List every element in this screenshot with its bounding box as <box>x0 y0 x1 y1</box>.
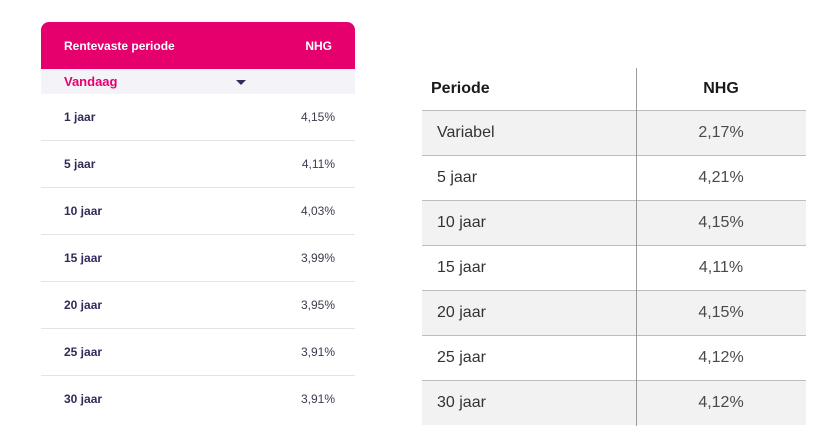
rate-row-value: 4,11% <box>301 157 335 171</box>
rate-row: 15 jaar 3,99% <box>41 235 355 282</box>
column-header-nhg: NHG <box>703 80 739 97</box>
table-row: 30 jaar 4,12% <box>422 380 806 425</box>
table-header: Periode NHG <box>422 68 806 110</box>
rate-row-value: 4,03% <box>300 204 335 218</box>
rate-card-header: Rentevaste periode NHG <box>41 22 355 69</box>
column-header-period: Rentevaste periode <box>64 38 175 53</box>
date-select-value: Vandaag <box>64 74 118 89</box>
rate-row-period: 25 jaar <box>64 345 103 359</box>
rate-row-period: 20 jaar <box>64 298 103 312</box>
table-row: 20 jaar 4,15% <box>422 290 806 335</box>
table-cell-nhg: 4,21% <box>698 169 744 186</box>
table-cell-period: 25 jaar <box>437 349 486 366</box>
rate-row-value: 3,91% <box>300 392 335 406</box>
rate-row-period: 5 jaar <box>64 157 96 171</box>
caret-down-icon <box>236 80 246 85</box>
table-cell-period: 20 jaar <box>437 304 486 321</box>
date-select[interactable]: Vandaag <box>41 69 355 94</box>
table-row: Variabel 2,17% <box>422 110 806 155</box>
rate-row: 30 jaar 3,91% <box>41 376 355 422</box>
rate-card-left: Rentevaste periode NHG Vandaag 1 jaar 4,… <box>41 22 355 425</box>
table-cell-nhg: 2,17% <box>698 124 744 141</box>
table-cell-nhg: 4,11% <box>698 259 744 276</box>
rate-row: 20 jaar 3,95% <box>41 282 355 329</box>
table-cell-nhg: 4,15% <box>698 304 744 321</box>
rate-row: 25 jaar 3,91% <box>41 329 355 376</box>
table-row: 5 jaar 4,21% <box>422 155 806 200</box>
rate-row-period: 30 jaar <box>64 392 103 406</box>
column-header-period: Periode <box>431 80 490 97</box>
table-row: 10 jaar 4,15% <box>422 200 806 245</box>
column-header-nhg: NHG <box>305 38 332 53</box>
rate-row-period: 10 jaar <box>64 204 103 218</box>
rate-row: 1 jaar 4,15% <box>41 94 355 141</box>
table-cell-period: 10 jaar <box>437 214 486 231</box>
rate-row-value: 3,95% <box>300 298 335 312</box>
table-row: 25 jaar 4,12% <box>422 335 806 380</box>
table-cell-nhg: 4,15% <box>698 214 744 231</box>
rate-row: 10 jaar 4,03% <box>41 188 355 235</box>
table-cell-nhg: 4,12% <box>698 349 744 366</box>
column-divider <box>636 68 637 426</box>
table-cell-period: 30 jaar <box>437 394 486 411</box>
rate-row-period: 15 jaar <box>64 251 103 265</box>
rate-list: 1 jaar 4,15% 5 jaar 4,11% 10 jaar 4,03% … <box>41 94 355 422</box>
table-cell-period: 5 jaar <box>437 169 478 186</box>
table-cell-nhg: 4,12% <box>698 394 744 411</box>
table-cell-period: Variabel <box>437 124 495 141</box>
table-row: 15 jaar 4,11% <box>422 245 806 290</box>
rate-row-period: 1 jaar <box>64 110 96 124</box>
table-cell-period: 15 jaar <box>437 259 486 276</box>
rate-row-value: 4,15% <box>300 110 335 124</box>
rate-row-value: 3,91% <box>300 345 335 359</box>
rate-table-right: Periode NHG Variabel 2,17% 5 jaar 4,21% … <box>422 68 806 426</box>
rate-row-value: 3,99% <box>300 251 335 265</box>
rate-row: 5 jaar 4,11% <box>41 141 355 188</box>
